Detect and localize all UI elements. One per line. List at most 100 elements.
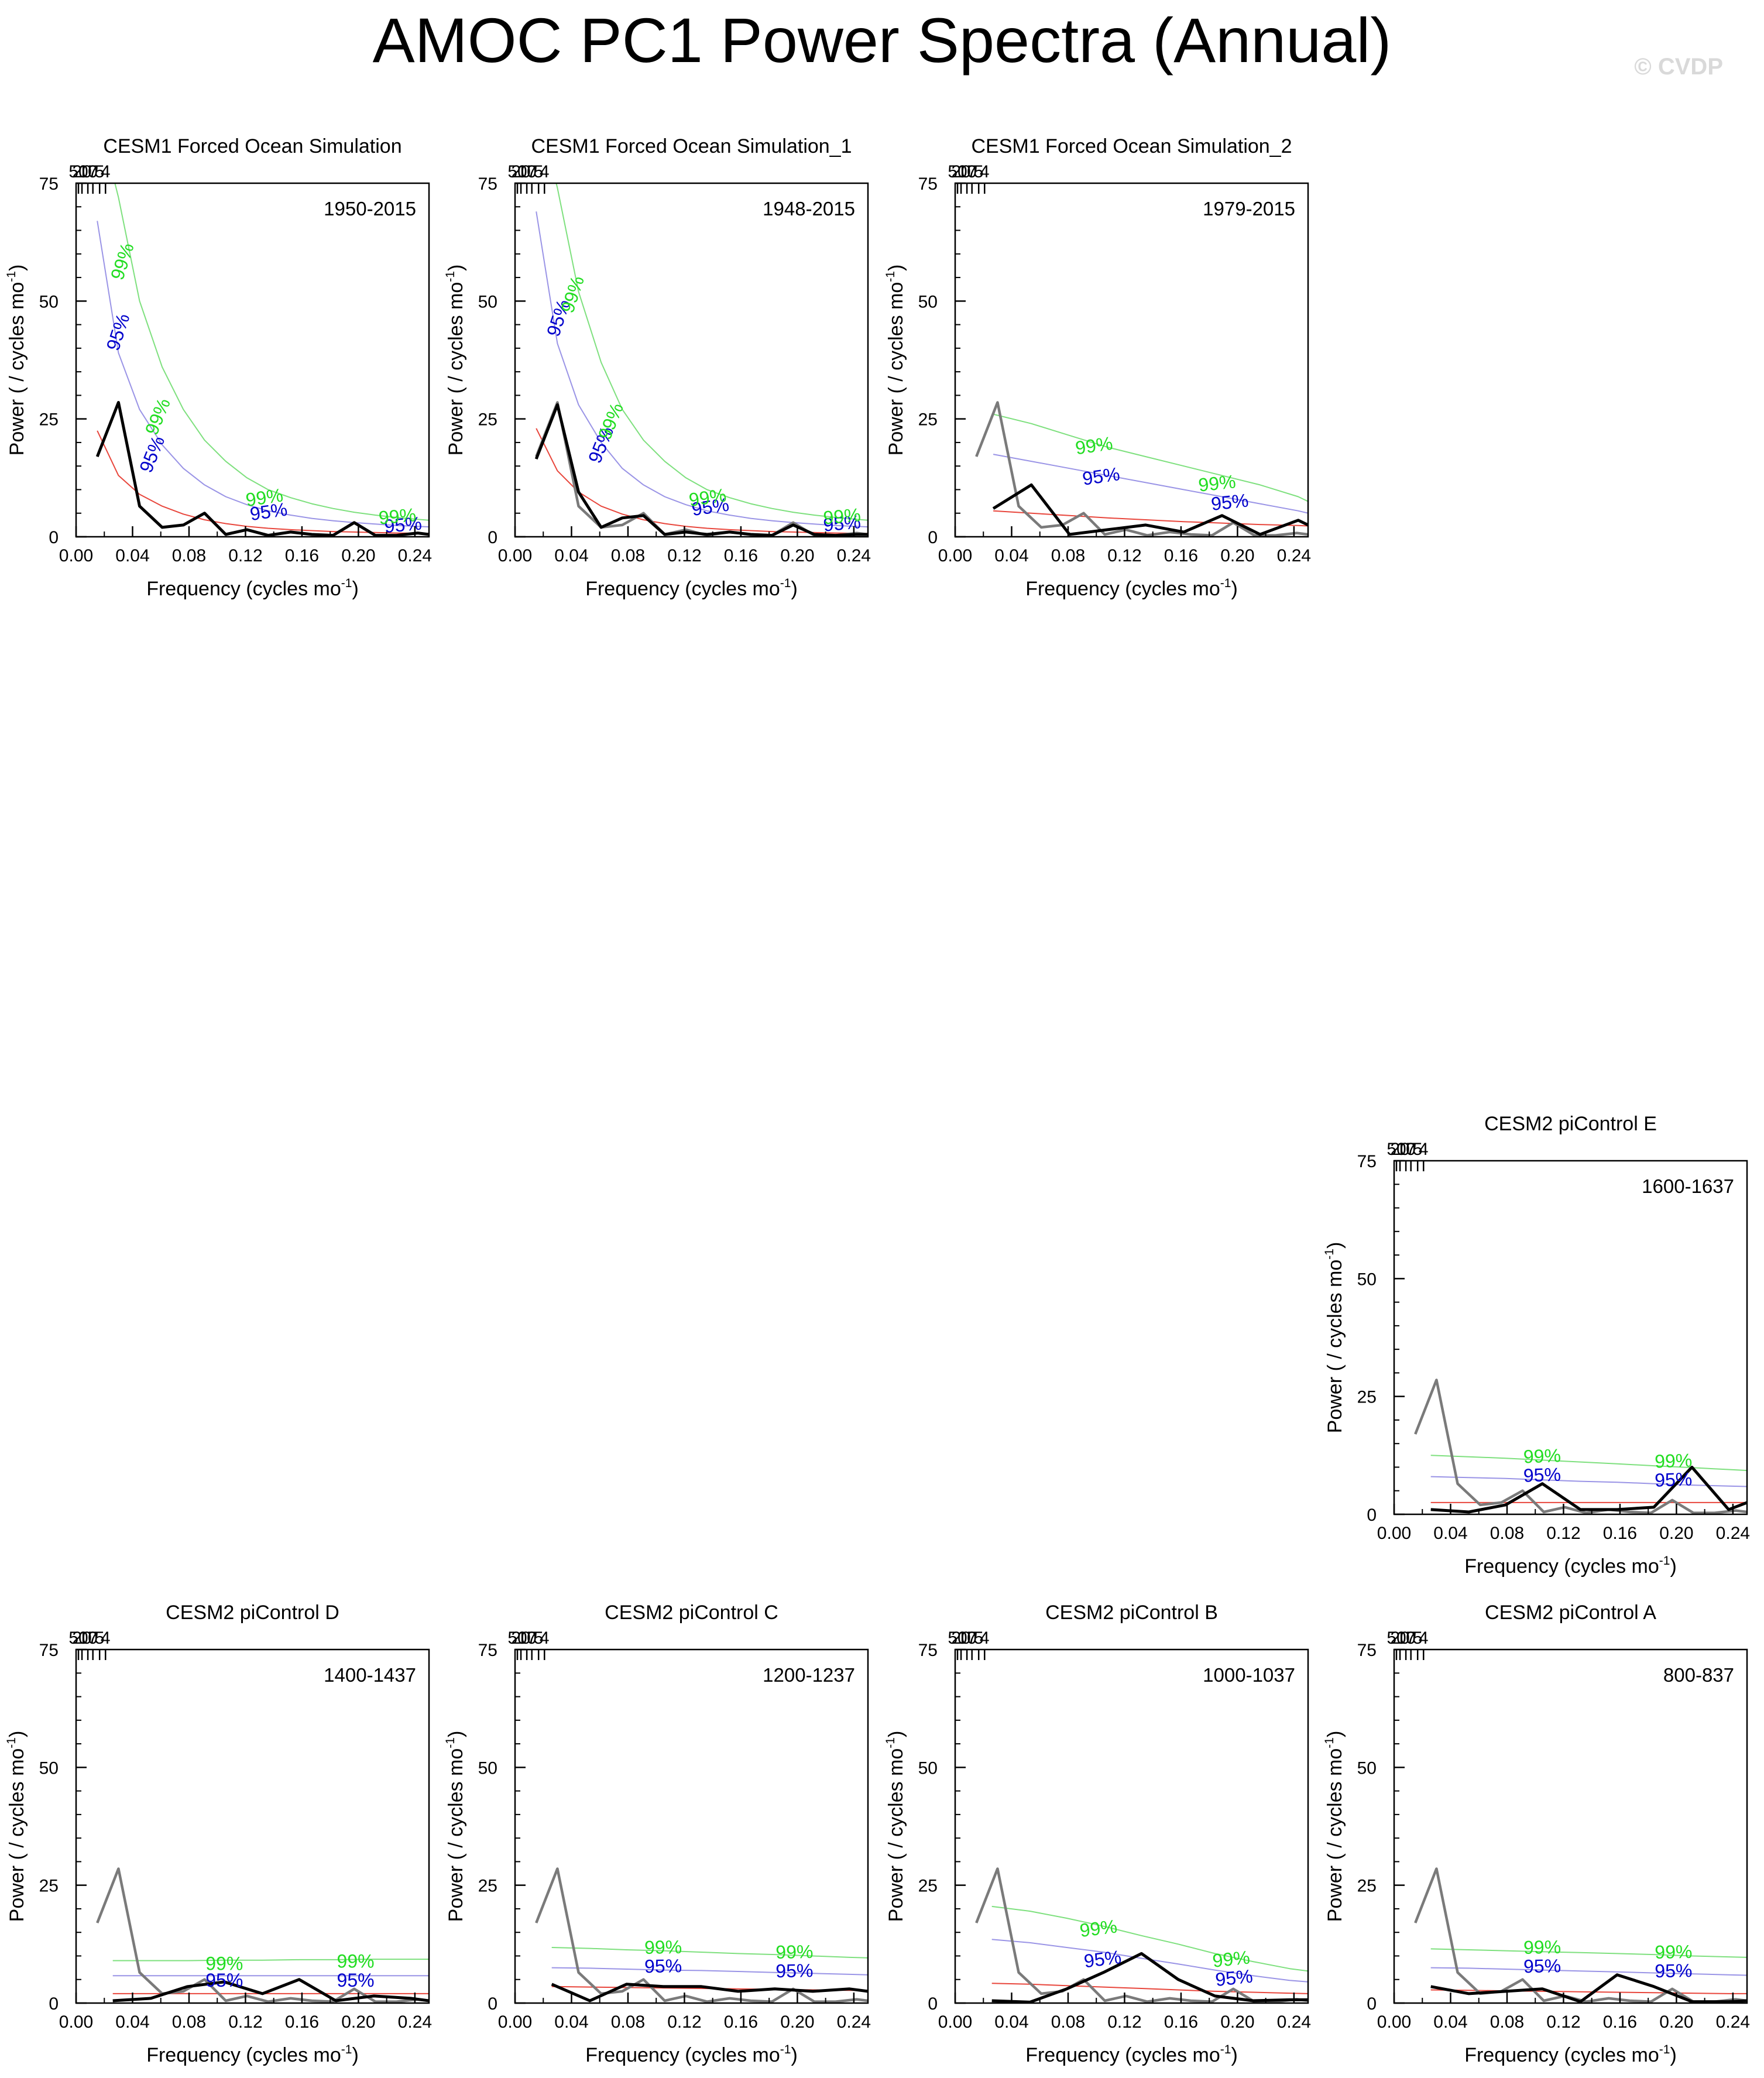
ci95-line <box>1430 1967 1747 1976</box>
ci95-label: 95% <box>1655 1960 1693 1981</box>
period-label: 800-837 <box>1663 1664 1734 1686</box>
top-tick-label: 4 <box>101 162 111 181</box>
top-tick-label: 10 <box>517 1628 536 1648</box>
x-tick-label: 0.00 <box>59 2012 93 2032</box>
reference-spectrum-line <box>535 1867 868 2003</box>
x-axis-label: Frequency (cycles mo-1) <box>585 577 798 600</box>
reference-spectrum-line <box>96 1867 429 2003</box>
x-axis-label: Frequency (cycles mo-1) <box>146 577 359 600</box>
plot-frame <box>75 182 430 538</box>
y-tick-label: 0 <box>488 1994 497 2014</box>
ci99-label: 99% <box>1212 1946 1251 1971</box>
y-tick-label: 50 <box>39 292 59 311</box>
x-tick-label: 0.04 <box>554 546 588 565</box>
ci99-label: 99% <box>594 400 627 443</box>
top-tick-label: 10 <box>78 1628 97 1648</box>
x-axis-label: Frequency (cycles mo-1) <box>585 2043 798 2066</box>
chart-panel-2: 95%99%95%99%95%99%95%99%0.00 0.04 0.08 0.12… <box>444 135 871 600</box>
x-tick-label: 0.00 <box>938 546 972 565</box>
chart-title: CESM2 piControl C <box>605 1602 778 1624</box>
y-tick-label: 50 <box>478 1758 497 1778</box>
y-axis-label: Power ( / cycles mo-1) <box>1323 1242 1346 1434</box>
ci99-line <box>555 183 868 521</box>
top-tick-label: 10 <box>957 1628 976 1648</box>
x-tick-label: 0.24 <box>837 2012 871 2032</box>
series-group <box>1414 1379 1747 1514</box>
ci99-label: 99% <box>141 395 174 438</box>
ci95-label: 95% <box>1523 1464 1561 1486</box>
x-tick-label: 0.12 <box>1546 1524 1580 1543</box>
y-tick-label: 50 <box>1357 1758 1377 1778</box>
ci99-label: 99% <box>688 484 727 510</box>
x-tick-label: 0.12 <box>667 546 701 565</box>
series-group <box>534 183 868 537</box>
chart-panel-3: 95%99%95%99%0.00 0.04 0.08 0.12 0.16 0.20 0.24… <box>884 135 1311 600</box>
y-tick-label: 25 <box>918 410 938 430</box>
y-tick-label: 75 <box>918 174 938 194</box>
ci99-line <box>112 1959 429 1962</box>
ci99-line <box>114 183 429 521</box>
red-noise-line <box>1430 1989 1747 1994</box>
period-label: 1979-2015 <box>1203 198 1295 220</box>
y-axis-label: Power ( / cycles mo-1) <box>884 1731 907 1922</box>
ci95-label: 95% <box>102 311 134 353</box>
ci95-label: 95% <box>205 1970 243 1991</box>
top-tick-label: 20 <box>1390 1140 1409 1159</box>
chart-title: CESM1 Forced Ocean Simulation_1 <box>531 135 852 157</box>
top-tick-label: 4 <box>980 162 990 181</box>
spectrum-line <box>1430 1466 1747 1514</box>
y-tick-label: 0 <box>1367 1506 1377 1525</box>
ci99-line <box>991 1905 1308 1972</box>
y-tick-label: 75 <box>1357 1641 1377 1660</box>
x-tick-label: 0.12 <box>1107 546 1141 565</box>
x-tick-label: 0.08 <box>611 2012 645 2032</box>
top-tick-label: 7 <box>1406 1140 1416 1159</box>
x-tick-label: 0.20 <box>1659 2012 1693 2032</box>
y-tick-label: 50 <box>478 292 497 311</box>
series-group <box>96 1867 429 2003</box>
ci99-label: 99% <box>1079 1916 1118 1942</box>
x-tick-label: 0.20 <box>1220 546 1254 565</box>
ci99-line <box>1430 1948 1747 1958</box>
x-tick-label: 0.04 <box>554 2012 588 2032</box>
plot-frame <box>514 182 869 538</box>
top-tick-label: 5 <box>534 162 544 181</box>
top-tick-label: 7 <box>527 1628 537 1648</box>
series-group <box>975 1867 1308 2003</box>
x-tick-label: 0.16 <box>1603 2012 1637 2032</box>
top-tick-label: 50 <box>1387 1140 1406 1159</box>
reference-spectrum-line <box>1414 1867 1747 2003</box>
ci95-label: 95% <box>775 1960 814 1981</box>
ci95-line <box>97 221 429 528</box>
x-tick-label: 0.20 <box>780 2012 814 2032</box>
red-noise-line <box>991 1983 1308 1994</box>
ci95-line <box>993 454 1308 514</box>
chart-panel-7: 95%99%95%99%0.00 0.04 0.08 0.12 0.16 0.20 0.24… <box>884 1602 1311 2066</box>
x-axis-label: Frequency (cycles mo-1) <box>1464 1554 1677 1578</box>
x-tick-label: 0.04 <box>994 546 1028 565</box>
top-tick-label: 4 <box>980 1628 990 1648</box>
ci95-label: 95% <box>1214 1966 1254 1990</box>
x-tick-label: 0.16 <box>1164 2012 1198 2032</box>
x-tick-label: 0.20 <box>1659 1524 1693 1543</box>
ci95-label: 95% <box>691 494 730 520</box>
top-tick-label: 7 <box>88 1628 98 1648</box>
ci99-label: 99% <box>378 504 417 528</box>
x-tick-label: 0.12 <box>1107 2012 1141 2032</box>
x-tick-label: 0.08 <box>1051 546 1085 565</box>
series-group <box>535 1867 868 2003</box>
top-tick-label: 5 <box>1413 1628 1423 1648</box>
x-tick-label: 0.16 <box>724 546 758 565</box>
top-tick-label: 50 <box>507 1628 527 1648</box>
y-tick-label: 50 <box>918 292 938 311</box>
top-tick-label: 5 <box>1413 1140 1423 1159</box>
x-tick-label: 0.16 <box>1603 1524 1637 1543</box>
x-tick-label: 0.00 <box>498 546 532 565</box>
plot-frame <box>954 182 1309 538</box>
spectrum-line <box>992 483 1308 536</box>
ci95-line <box>1430 1476 1747 1487</box>
top-tick-label: 4 <box>1419 1140 1429 1159</box>
red-noise-line <box>536 428 868 534</box>
top-tick-label: 5 <box>974 1628 984 1648</box>
